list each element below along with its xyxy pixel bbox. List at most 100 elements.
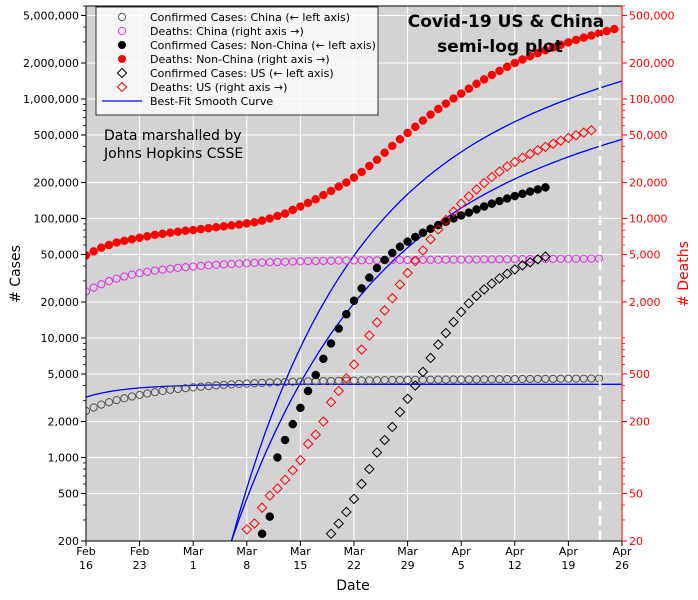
data-point-series-2 [388, 248, 397, 258]
data-point-series-2 [411, 232, 420, 242]
data-point-series-2 [495, 196, 504, 206]
data-point-series-3 [257, 216, 267, 225]
data-point-series-3 [173, 227, 183, 236]
data-point-series-5 [386, 292, 398, 304]
data-point-series-3 [120, 236, 129, 246]
data-point-series-2 [380, 255, 389, 265]
data-point-series-0 [181, 384, 190, 393]
data-point-series-5 [310, 429, 322, 441]
y-tick-label-right: 2,000 [629, 296, 661, 309]
legend-label: Deaths: Non-China (right axis →) [150, 53, 330, 66]
data-point-series-3 [104, 240, 114, 250]
data-point-series-4 [486, 278, 498, 289]
y-tick-label-right: 50 [629, 487, 643, 500]
data-point-series-3 [510, 58, 520, 68]
data-point-series-1 [143, 267, 152, 276]
data-point-series-3 [365, 161, 374, 171]
y-tick-label-right: 200 [629, 416, 650, 429]
data-point-series-2 [273, 453, 282, 462]
data-point-series-3 [97, 243, 106, 252]
data-point-series-3 [250, 217, 259, 227]
y-tick-label-left: 200,000 [34, 177, 80, 190]
data-point-series-2 [365, 273, 374, 282]
data-point-series-5 [333, 385, 344, 397]
data-point-series-0 [173, 384, 182, 394]
data-point-series-5 [302, 438, 314, 450]
data-point-series-2 [472, 205, 481, 214]
data-point-series-5 [517, 152, 528, 164]
data-point-series-5 [249, 518, 260, 529]
data-point-series-3 [472, 79, 481, 89]
data-point-series-5 [448, 206, 459, 217]
data-point-series-3 [418, 116, 428, 125]
data-point-series-1 [181, 263, 190, 272]
legend-label: Confirmed Cases: China (← left axis) [150, 11, 350, 24]
fit-curve-nonchina-deaths [230, 80, 622, 541]
data-point-series-3 [196, 224, 206, 234]
data-point-series-2 [487, 199, 497, 208]
data-point-series-4 [371, 447, 383, 458]
data-point-series-5 [471, 184, 482, 195]
data-point-series-3 [127, 235, 137, 244]
data-point-series-3 [456, 89, 466, 98]
data-point-series-2 [311, 370, 320, 380]
data-point-series-3 [227, 221, 236, 230]
data-point-series-3 [89, 247, 98, 256]
y-tick-label-right: 500 [629, 368, 650, 381]
data-point-series-5 [486, 171, 498, 183]
y-axis-label-left: # Cases [8, 245, 24, 303]
data-point-series-3 [165, 228, 175, 237]
x-tick-label-month: Feb [130, 545, 149, 558]
y-tick-label-right: 500,000 [629, 9, 675, 22]
data-point-series-1 [158, 265, 167, 274]
data-point-series-5 [463, 191, 475, 202]
x-tick-label-month: Mar [236, 545, 257, 558]
data-point-series-2 [357, 284, 366, 293]
data-point-series-3 [495, 66, 504, 76]
x-tick-label-month: Mar [397, 545, 418, 558]
data-point-series-2 [541, 183, 550, 192]
data-point-series-4 [325, 528, 337, 540]
x-tick-label-month: Apr [505, 545, 525, 558]
data-point-series-2 [334, 324, 343, 333]
data-point-series-5 [379, 305, 390, 316]
data-point-series-0 [196, 382, 205, 391]
data-point-series-5 [578, 127, 590, 139]
data-point-series-1 [120, 272, 129, 281]
y-tick-label-left: 5,000 [48, 368, 80, 381]
data-point-series-5 [555, 135, 567, 147]
data-point-series-0 [143, 389, 152, 398]
data-point-series-5 [256, 502, 268, 513]
data-point-series-5 [501, 161, 513, 172]
data-point-series-2 [479, 202, 489, 211]
data-point-series-0 [89, 403, 98, 412]
x-tick-label-day: 12 [508, 559, 522, 572]
data-point-series-5 [295, 454, 306, 466]
y-tick-label-left: 20,000 [41, 296, 80, 309]
axes: Feb16Feb23Mar1Mar8Mar15Mar22Mar29Apr5Apr… [23, 5, 675, 572]
data-point-series-4 [478, 284, 490, 295]
data-point-series-1 [189, 262, 198, 271]
data-point-series-5 [402, 267, 413, 279]
chart-title-line2: semi-log plot [437, 37, 563, 57]
data-point-series-3 [158, 229, 167, 239]
x-tick-label-day: 16 [79, 559, 93, 572]
data-point-series-3 [288, 205, 297, 215]
y-tick-label-right: 5,000 [629, 248, 661, 261]
legend: Confirmed Cases: China (← left axis) Deat… [95, 6, 379, 116]
data-point-series-5 [341, 372, 352, 384]
chart-title-line1: Covid-19 US & China [408, 12, 605, 32]
data-point-series-5 [440, 214, 452, 226]
data-point-series-3 [342, 178, 351, 187]
data-point-series-5 [540, 141, 551, 153]
data-point-series-3 [449, 94, 458, 103]
x-tick-label-month: Mar [183, 545, 204, 558]
data-point-series-5 [371, 317, 383, 328]
data-point-series-3 [357, 167, 366, 177]
y-tick-label-right: 50,000 [629, 129, 668, 142]
data-point-series-0 [158, 386, 167, 396]
y-tick-label-left: 1,000 [48, 451, 80, 464]
data-point-series-3 [112, 238, 121, 247]
data-point-series-1 [97, 280, 106, 289]
data-point-series-4 [394, 406, 406, 418]
